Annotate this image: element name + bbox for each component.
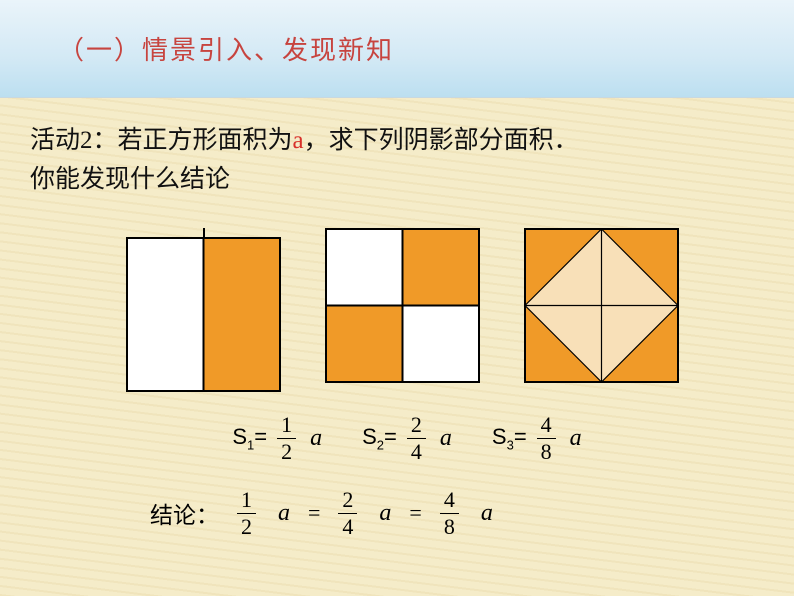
- figure-2-wrap: [325, 228, 480, 392]
- s2-label: S2=: [362, 424, 397, 452]
- s1-fraction: 1 2: [277, 414, 296, 463]
- formulas-row: S1= 1 2 a S2= 2 4 a S3= 4 8 a: [30, 414, 764, 463]
- concl-1-den: 2: [237, 516, 256, 538]
- s3-den: 8: [537, 441, 556, 463]
- s3-fraction: 4 8: [537, 414, 556, 463]
- s1-label: S1=: [232, 424, 267, 452]
- s2-fraction: 2 4: [407, 414, 426, 463]
- figure-1: [126, 237, 281, 392]
- concl-2-den: 4: [338, 516, 357, 538]
- slide-header: （一）情景引入、发现新知: [0, 0, 794, 98]
- activity-prefix: 活动2：若正方形面积为: [30, 127, 293, 154]
- equals-2: =: [409, 500, 421, 526]
- s2-den: 4: [407, 441, 426, 463]
- slide-content: 活动2：若正方形面积为a，求下列阴影部分面积． 你能发现什么结论: [0, 98, 794, 538]
- activity-text: 活动2：若正方形面积为a，求下列阴影部分面积． 你能发现什么结论: [30, 122, 764, 200]
- concl-3-den: 8: [440, 516, 459, 538]
- figure-1-wrap: [126, 228, 281, 392]
- equals-1: =: [308, 500, 320, 526]
- s1-den: 2: [277, 441, 296, 463]
- conclusion-row: 结论： 1 2 a = 2 4 a = 4 8 a: [30, 489, 764, 538]
- s3-label: S3=: [492, 424, 527, 452]
- concl-3-var: a: [481, 500, 493, 527]
- s3-var: a: [570, 425, 582, 452]
- figure-2: [325, 228, 480, 383]
- s3-num: 4: [537, 414, 556, 436]
- s1-var: a: [310, 425, 322, 452]
- s2-var: a: [440, 425, 452, 452]
- concl-3-num: 4: [440, 489, 459, 511]
- tick-mark: [203, 228, 205, 238]
- activity-suffix: ，求下列阴影部分面积．: [304, 127, 579, 154]
- concl-frac-3: 4 8: [440, 489, 459, 538]
- conclusion-label: 结论：: [150, 496, 219, 530]
- concl-frac-2: 2 4: [338, 489, 357, 538]
- concl-1-num: 1: [237, 489, 256, 511]
- concl-2-num: 2: [338, 489, 357, 511]
- activity-line2: 你能发现什么结论: [30, 166, 230, 193]
- concl-1-var: a: [278, 500, 290, 527]
- formula-s1: S1= 1 2 a: [232, 414, 322, 463]
- figure-3: [524, 228, 679, 383]
- s2-num: 2: [407, 414, 426, 436]
- activity-variable: a: [293, 127, 304, 154]
- figures-row: [30, 228, 764, 392]
- formula-s3: S3= 4 8 a: [492, 414, 582, 463]
- concl-2-var: a: [379, 500, 391, 527]
- concl-frac-1: 1 2: [237, 489, 256, 538]
- formula-s2: S2= 2 4 a: [362, 414, 452, 463]
- figure-3-wrap: [524, 228, 679, 392]
- s1-num: 1: [277, 414, 296, 436]
- section-title: （一）情景引入、发现新知: [58, 30, 794, 67]
